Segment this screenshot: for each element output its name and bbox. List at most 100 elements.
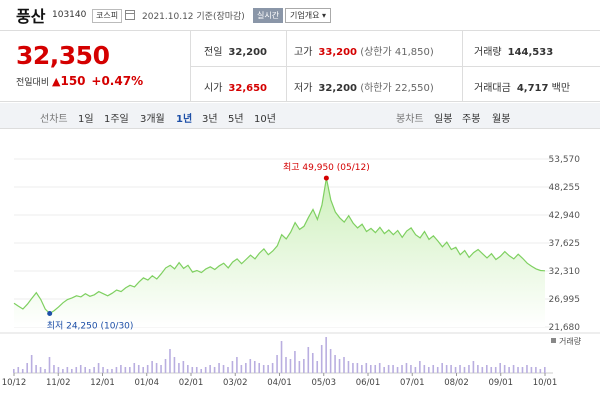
volume-bar <box>187 365 189 373</box>
period-1y[interactable]: 1년 <box>176 114 193 125</box>
candle-daily[interactable]: 일봉 <box>434 114 453 125</box>
volume-bar <box>530 367 533 373</box>
volume-bar <box>499 363 501 373</box>
volume-bar <box>262 365 265 373</box>
volume-bar <box>369 365 372 373</box>
price-area <box>14 178 545 327</box>
candle-chart-label[interactable]: 봉차트 <box>396 114 424 125</box>
volume-bar <box>450 365 452 373</box>
volume-bar <box>231 361 234 373</box>
low-price: 저가 32,200 (하한가 22,550) <box>294 83 434 94</box>
volume-bar <box>169 349 171 373</box>
x-tick-label: 05/03 <box>312 378 337 388</box>
volume-bar <box>472 361 475 373</box>
volume-bar <box>494 367 497 373</box>
volume-bar <box>129 367 131 373</box>
volume-bar <box>307 347 310 373</box>
period-5y[interactable]: 5년 <box>228 114 244 125</box>
volume-bar <box>209 365 211 373</box>
volume-bar <box>21 369 24 373</box>
volume-bar <box>378 363 381 373</box>
y-tick-label: 26,995 <box>549 295 581 305</box>
realtime-button[interactable]: 실시간 <box>253 8 284 23</box>
volume-bar <box>62 369 64 373</box>
volume-bar <box>133 363 136 373</box>
volume-bar <box>35 365 37 373</box>
volume-bar <box>71 369 73 373</box>
volume-bar <box>84 367 86 373</box>
y-tick-label: 37,625 <box>549 239 581 249</box>
quote-panel: 32,350 전일대비 ▲150 +0.47% 전일 32,200 시가 32,65… <box>0 30 600 102</box>
volume-bar <box>79 365 82 373</box>
volume-bar <box>164 359 167 373</box>
volume-bar <box>347 361 350 373</box>
volume-bar <box>432 365 435 373</box>
volume-bar <box>320 345 323 373</box>
calendar-icon <box>125 10 135 20</box>
volume-bar <box>182 361 185 373</box>
volume-bar <box>436 367 439 373</box>
x-tick-label: 02/01 <box>179 378 204 388</box>
volume-bar <box>463 367 466 373</box>
volume-bar <box>419 361 421 373</box>
volume-bar <box>240 365 243 373</box>
volume-bar <box>97 363 100 373</box>
volume-bar <box>521 367 524 373</box>
period-10y[interactable]: 10년 <box>254 114 276 125</box>
period-1d[interactable]: 1일 <box>78 114 94 125</box>
row-divider <box>190 66 600 67</box>
stock-header: 풍산 103140 코스피 2021.10.12 기준(장마감) 실시간 기업개… <box>0 0 600 30</box>
x-tick-label: 11/02 <box>46 378 71 388</box>
price-chart[interactable]: 53,570 48,255 42,940 37,625 32,310 26,995 21,6… <box>0 129 600 401</box>
period-3y[interactable]: 3년 <box>202 114 218 125</box>
volume-legend-swatch <box>551 338 556 343</box>
x-tick-label: 01/04 <box>135 378 160 388</box>
volume-bar <box>151 361 153 373</box>
volume-bar <box>294 351 296 373</box>
volume-bar <box>477 365 479 373</box>
volume-bar <box>468 365 470 373</box>
volume-bar <box>343 357 345 373</box>
volume-bar <box>30 355 33 373</box>
candle-weekly[interactable]: 주봉 <box>462 114 481 125</box>
volume-bar <box>253 361 256 373</box>
volume-bar <box>236 357 238 373</box>
volume-bar <box>512 365 515 373</box>
line-chart-label[interactable]: 선차트 <box>40 114 68 125</box>
x-tick-label: 10/12 <box>2 378 27 388</box>
candle-monthly[interactable]: 월봉 <box>492 114 511 125</box>
volume-bar <box>414 367 417 373</box>
volume-bar <box>311 353 314 373</box>
volume-bar <box>526 365 528 373</box>
max-marker <box>323 175 329 181</box>
volume-bar <box>410 365 412 373</box>
volume-bar <box>195 367 198 373</box>
volume-bar <box>137 365 140 373</box>
volume-bar <box>204 367 207 373</box>
volume-bar <box>75 367 78 373</box>
volume-bar <box>441 363 443 373</box>
period-3m[interactable]: 3개월 <box>140 114 165 125</box>
x-tick-label: 10/01 <box>533 378 558 388</box>
volume-bar <box>106 369 109 373</box>
min-label: 최저 24,250 (10/30) <box>47 320 134 331</box>
current-price: 32,350 <box>16 41 110 70</box>
volume-bar <box>191 367 194 373</box>
volume-bar <box>26 363 28 373</box>
period-1w[interactable]: 1주일 <box>104 114 129 125</box>
x-tick-label: 09/01 <box>489 378 514 388</box>
volume-bar <box>285 357 287 373</box>
volume-bar <box>535 367 537 373</box>
company-info-dropdown[interactable]: 기업개요 ▾ <box>285 8 331 23</box>
volume-bar <box>48 357 51 373</box>
price-line <box>13 177 546 315</box>
volume: 거래량 144,533 <box>474 47 554 58</box>
volume-bar <box>539 369 542 373</box>
volume-bar <box>508 367 510 373</box>
volume-bar <box>249 359 252 373</box>
y-tick-label: 48,255 <box>549 183 581 193</box>
volume-bar <box>66 367 69 373</box>
volume-bar <box>280 341 283 373</box>
volume-bar <box>544 367 546 373</box>
volume-bar <box>218 363 220 373</box>
